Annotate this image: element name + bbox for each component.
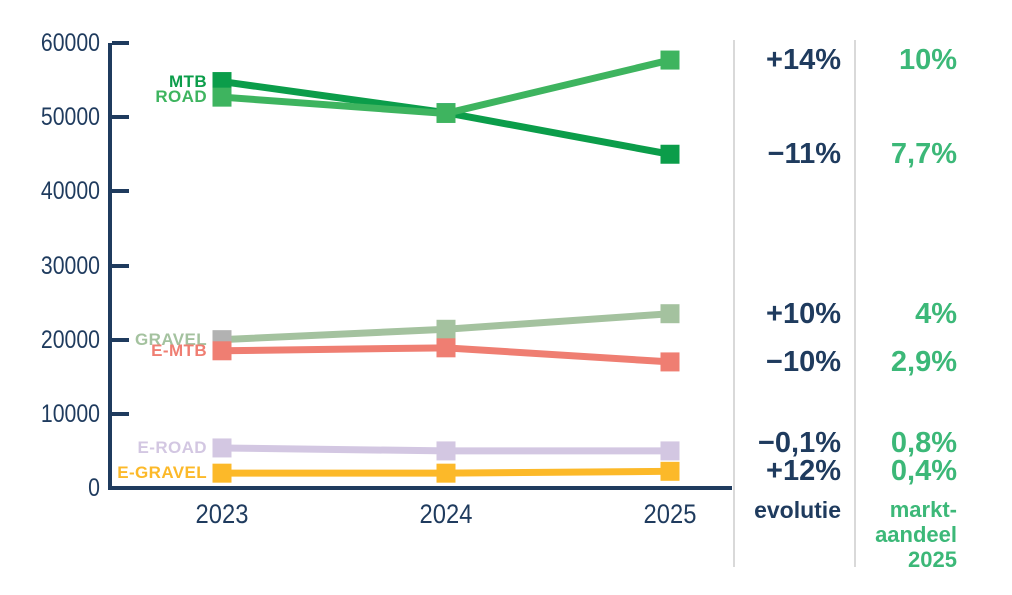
data-point-marker xyxy=(436,319,456,339)
data-point-marker xyxy=(436,441,456,461)
y-axis-tick xyxy=(112,189,129,194)
market-share-value: 0,8% xyxy=(890,427,957,460)
series-label: E-ROAD xyxy=(137,437,207,457)
market-share-column-header: markt-aandeel 2025 xyxy=(875,497,957,572)
data-point-marker xyxy=(212,463,232,483)
market-share-value: 0,4% xyxy=(890,455,957,488)
x-axis-line xyxy=(108,486,732,490)
column-divider-left xyxy=(733,40,735,567)
y-axis-tick-label: 40000 xyxy=(40,177,100,206)
market-share-value: 7,7% xyxy=(890,138,957,171)
data-point-marker xyxy=(212,438,232,458)
data-point-marker xyxy=(436,463,456,483)
data-point-marker xyxy=(436,338,456,358)
y-axis-tick xyxy=(112,411,129,416)
data-point-marker xyxy=(436,103,456,123)
series-label: E-GRAVEL xyxy=(117,463,207,483)
evolution-value: +14% xyxy=(766,44,841,77)
y-axis-tick-label: 50000 xyxy=(40,103,100,132)
data-point-marker xyxy=(660,441,680,461)
data-point-marker xyxy=(212,72,232,92)
evolution-value: +10% xyxy=(766,297,841,330)
series-label: MTB xyxy=(168,71,207,91)
y-axis-tick-label: 10000 xyxy=(40,399,100,428)
data-point-marker xyxy=(212,341,232,361)
market-share-header-line: aandeel xyxy=(875,522,957,547)
y-axis-tick-label: 20000 xyxy=(40,325,100,354)
market-share-header-line: 2025 xyxy=(908,547,957,572)
x-axis-year-label: 2025 xyxy=(643,499,697,529)
data-point-marker xyxy=(660,461,680,481)
evolution-column-header: evolutie xyxy=(754,497,841,523)
y-axis-tick xyxy=(112,115,129,120)
y-axis-tick-label: 30000 xyxy=(40,251,100,280)
evolution-value: −10% xyxy=(766,345,841,378)
market-share-value: 10% xyxy=(898,44,957,77)
data-point-marker xyxy=(660,304,680,324)
series-label: ROAD xyxy=(155,87,207,107)
y-axis-tick-label: 60000 xyxy=(40,29,100,57)
market-share-value: 2,9% xyxy=(890,345,957,378)
y-axis-tick-label: 0 xyxy=(88,474,100,502)
series-label: E-MTB xyxy=(151,340,207,360)
y-axis-line xyxy=(108,43,112,490)
x-axis-year-label: 2024 xyxy=(419,499,473,529)
y-axis-tick xyxy=(112,41,129,45)
data-point-marker xyxy=(660,144,680,164)
y-axis-tick xyxy=(112,337,129,342)
x-axis-year-label: 2023 xyxy=(195,499,249,529)
data-point-marker xyxy=(660,50,680,70)
data-point-marker xyxy=(660,352,680,372)
evolution-value: −11% xyxy=(767,138,841,171)
data-point-marker xyxy=(212,87,232,107)
series-label: GRAVEL xyxy=(135,329,207,349)
market-share-value: 4% xyxy=(915,297,957,330)
evolution-value: +12% xyxy=(766,455,841,488)
y-axis-tick xyxy=(112,263,129,268)
market-share-header-line: markt- xyxy=(889,497,957,522)
column-divider-right xyxy=(854,40,856,567)
evolution-value: −0,1% xyxy=(757,427,841,460)
